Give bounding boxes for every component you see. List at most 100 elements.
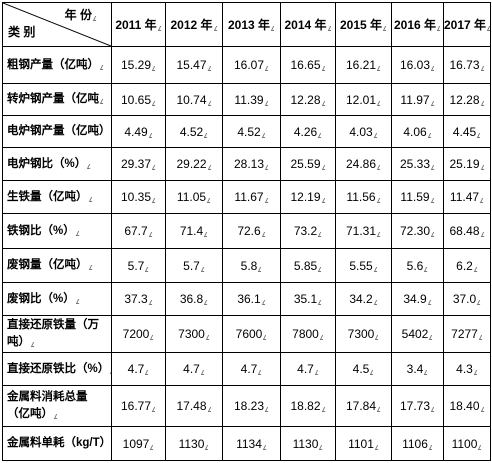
- row-label-cell: 直接还原铁比（%）: [2, 352, 112, 386]
- year-header: 2017 年: [443, 2, 491, 47]
- value-text: 73.2: [294, 224, 322, 238]
- corner-category-label: 类 别: [8, 25, 36, 39]
- row-label-cell: 粗钢产量（亿吨）: [2, 46, 112, 84]
- diagonal-divider: [3, 3, 111, 46]
- value-text: 10.35: [121, 190, 156, 204]
- value-text: 68.48: [449, 224, 484, 238]
- value-cell: 34.9: [391, 282, 444, 316]
- value-text: 17.73: [400, 399, 435, 413]
- value-cell: 25.59: [280, 147, 336, 181]
- value-text: 12.19: [290, 190, 325, 204]
- value-cell: 11.47: [443, 180, 491, 214]
- row-label: 生铁量（亿吨）: [7, 189, 111, 206]
- value-cell: 72.30: [391, 213, 444, 249]
- value-cell: 7300: [165, 315, 223, 353]
- row-label: 粗钢产量（亿吨）: [7, 57, 111, 74]
- value-cell: 4.7: [222, 352, 281, 386]
- row-label-cell: 电炉钢产量（亿吨）: [2, 115, 112, 148]
- value-text: 7300: [178, 327, 210, 341]
- value-text: 18.82: [290, 399, 325, 413]
- table-row: 金属料消耗总量 （亿吨） 16.77 17.48 18.23 18.82 17.84 17.7…: [2, 385, 491, 427]
- row-label: 金属料消耗总量: [7, 391, 88, 403]
- row-label: （亿吨）: [7, 406, 111, 423]
- value-text: 7300: [348, 327, 380, 341]
- value-text: 34.2: [349, 292, 377, 306]
- value-cell: 12.01: [335, 83, 392, 116]
- row-label: 转炉钢产量（亿吨: [7, 91, 111, 108]
- value-text: 7600: [236, 327, 268, 341]
- row-label: 电炉钢比（%）: [7, 156, 111, 173]
- value-text: 4.06: [403, 125, 431, 139]
- value-text: 36.8: [180, 292, 208, 306]
- value-cell: 29.22: [165, 147, 223, 181]
- row-label-cell: 废钢比（%）: [2, 282, 112, 316]
- value-cell: 17.84: [335, 385, 392, 427]
- table-row: 直接还原铁比（%） 4.7 4.7 4.7 4.7 4.5 3.4 4.3: [2, 352, 491, 386]
- value-cell: 16.73: [443, 46, 491, 84]
- value-text: 4.52: [237, 125, 265, 139]
- value-text: 36.1: [237, 292, 265, 306]
- value-cell: 5.55: [335, 248, 392, 283]
- value-text: 17.48: [176, 399, 211, 413]
- value-text: 4.5: [353, 362, 375, 376]
- row-label-cell: 电炉钢比（%）: [2, 147, 112, 181]
- value-text: 5.7: [128, 259, 150, 273]
- value-text: 34.9: [403, 292, 431, 306]
- row-label-cell: 金属料消耗总量 （亿吨）: [2, 385, 112, 427]
- value-text: 4.52: [180, 125, 208, 139]
- value-cell: 67.7: [111, 213, 166, 249]
- value-text: 25.19: [449, 157, 484, 171]
- row-label: 铁钢比（%）: [7, 223, 111, 240]
- value-cell: 72.6: [222, 213, 281, 249]
- value-text: 71.4: [180, 224, 208, 238]
- value-cell: 5402: [391, 315, 444, 353]
- value-cell: 7300: [335, 315, 392, 353]
- value-text: 37.3: [124, 292, 152, 306]
- value-text: 37.0: [453, 292, 481, 306]
- value-text: 5.85: [294, 259, 322, 273]
- value-text: 1130: [179, 437, 210, 451]
- row-label: 金属料单耗（kg/T）: [7, 435, 111, 452]
- value-cell: 11.67: [222, 180, 281, 214]
- value-text: 71.31: [346, 224, 381, 238]
- value-cell: 4.3: [443, 352, 491, 386]
- value-cell: 11.05: [165, 180, 223, 214]
- table-header: 年 份 类 别 2011 年 2012 年 2013 年 2014 年 2015 年 20…: [2, 2, 491, 47]
- value-text: 4.7: [241, 362, 263, 376]
- value-text: 24.86: [346, 157, 381, 171]
- row-label-cell: 废钢量（亿吨）: [2, 248, 112, 283]
- value-cell: 16.21: [335, 46, 392, 84]
- value-cell: 37.0: [443, 282, 491, 316]
- value-cell: 4.45: [443, 115, 491, 148]
- value-text: 11.47: [450, 190, 484, 204]
- value-cell: 17.48: [165, 385, 223, 427]
- value-text: 4.7: [128, 362, 150, 376]
- row-label-cell: 转炉钢产量（亿吨: [2, 83, 112, 116]
- value-cell: 10.74: [165, 83, 223, 116]
- value-text: 4.7: [297, 362, 319, 376]
- value-text: 4.03: [349, 125, 377, 139]
- value-cell: 4.5: [335, 352, 392, 386]
- row-label: 吨）: [7, 334, 111, 351]
- value-cell: 71.31: [335, 213, 392, 249]
- value-text: 1101: [348, 437, 379, 451]
- value-text: 16.03: [400, 58, 435, 72]
- value-cell: 11.97: [391, 83, 444, 116]
- value-cell: 1130: [165, 426, 223, 461]
- value-cell: 4.7: [165, 352, 223, 386]
- year-label: 2017 年: [445, 18, 490, 32]
- table-row: 粗钢产量（亿吨） 15.29 15.47 16.07 16.65 16.21 16.03 16…: [2, 46, 491, 84]
- year-label: 2015 年: [340, 18, 387, 32]
- value-cell: 4.52: [165, 115, 223, 148]
- value-cell: 11.56: [335, 180, 392, 214]
- value-cell: 6.2: [443, 248, 491, 283]
- value-text: 12.28: [290, 93, 325, 107]
- row-label-cell: 铁钢比（%）: [2, 213, 112, 249]
- value-cell: 5.8: [222, 248, 281, 283]
- value-cell: 10.65: [111, 83, 166, 116]
- value-cell: 1101: [335, 426, 392, 461]
- value-cell: 1106: [391, 426, 444, 461]
- value-text: 7800: [292, 327, 324, 341]
- value-text: 5402: [402, 327, 434, 341]
